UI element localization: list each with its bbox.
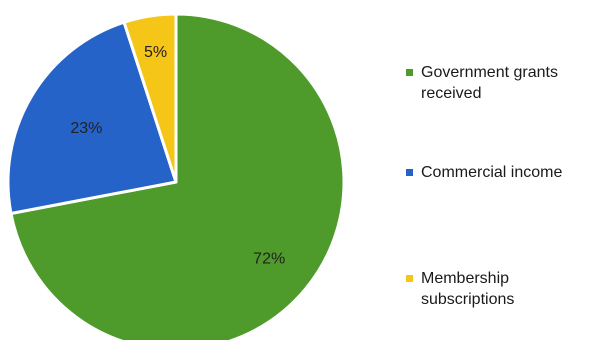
pie-value-labels: 72% 23% 5% [70,44,285,268]
legend: Government grants received Commercial in… [406,0,596,340]
legend-item-membership-subscriptions: Membership subscriptions [406,268,591,310]
pie-value-label-membership-subscriptions: 5% [144,44,167,61]
legend-marker-commercial-income [406,169,413,176]
legend-label-government-grants: Government grants received [421,64,558,102]
pie-plot-area: 72% 23% 5% [6,12,346,340]
legend-item-commercial-income: Commercial income [406,162,591,183]
pie-slices [6,12,346,340]
legend-marker-membership-subscriptions [406,275,413,282]
legend-label-commercial-income: Commercial income [421,164,563,181]
pie-slice-membership-subscriptions [122,12,178,184]
legend-label-membership-subscriptions: Membership subscriptions [421,270,515,308]
pie-value-label-commercial-income: 23% [70,120,102,137]
pie-value-label-government-grants: 72% [253,250,285,267]
legend-marker-government-grants [406,69,413,76]
legend-item-government-grants: Government grants received [406,62,591,104]
pie-slice-commercial-income [6,20,178,215]
